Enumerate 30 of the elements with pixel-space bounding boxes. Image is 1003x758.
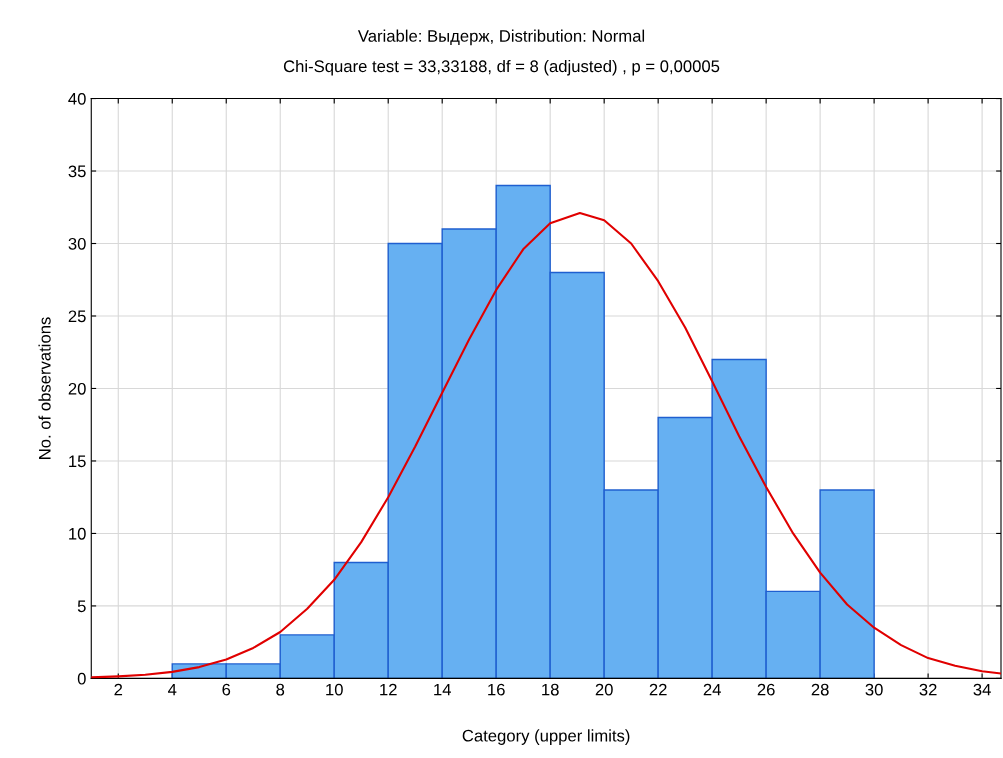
x-tick-label: 24 <box>703 683 721 696</box>
x-tick-label: 14 <box>434 683 451 696</box>
x-tick-label: 8 <box>276 683 285 696</box>
chart-subtitle: Chi-Square test = 33,33188, df = 8 (adjusted) , p = 0,00005 <box>283 59 720 76</box>
y-tick-label: 35 <box>68 165 86 178</box>
x-tick-label: 2 <box>114 683 123 696</box>
x-tick-label: 28 <box>811 683 829 696</box>
x-tick-label: 6 <box>222 683 231 696</box>
y-tick-label: 15 <box>69 455 86 468</box>
x-tick-label: 10 <box>326 683 343 696</box>
x-tick-label: 30 <box>865 683 883 696</box>
x-tick-label: 32 <box>919 683 937 696</box>
y-tick-label: 10 <box>69 527 86 540</box>
y-tick-label: 25 <box>68 310 86 323</box>
x-tick-label: 18 <box>542 683 559 696</box>
x-tick-label: 26 <box>757 683 775 696</box>
x-tick-label: 22 <box>649 683 667 696</box>
y-tick-label: 40 <box>68 92 86 105</box>
y-tick-label: 5 <box>77 600 86 613</box>
x-tick-label: 16 <box>488 683 505 696</box>
y-tick-label: 30 <box>68 237 86 250</box>
chart-title: Variable: Выдерж, Distribution: Normal <box>357 29 645 46</box>
y-tick-label: 20 <box>68 382 86 395</box>
x-tick-label: 12 <box>380 683 397 696</box>
y-axis-title: No. of observations <box>38 317 51 459</box>
x-tick-label: 20 <box>595 683 613 696</box>
x-tick-label: 34 <box>973 683 991 696</box>
x-axis-title: Category (upper limits) <box>462 729 630 745</box>
x-tick-label: 4 <box>168 683 177 696</box>
y-tick-label: 0 <box>77 672 86 685</box>
